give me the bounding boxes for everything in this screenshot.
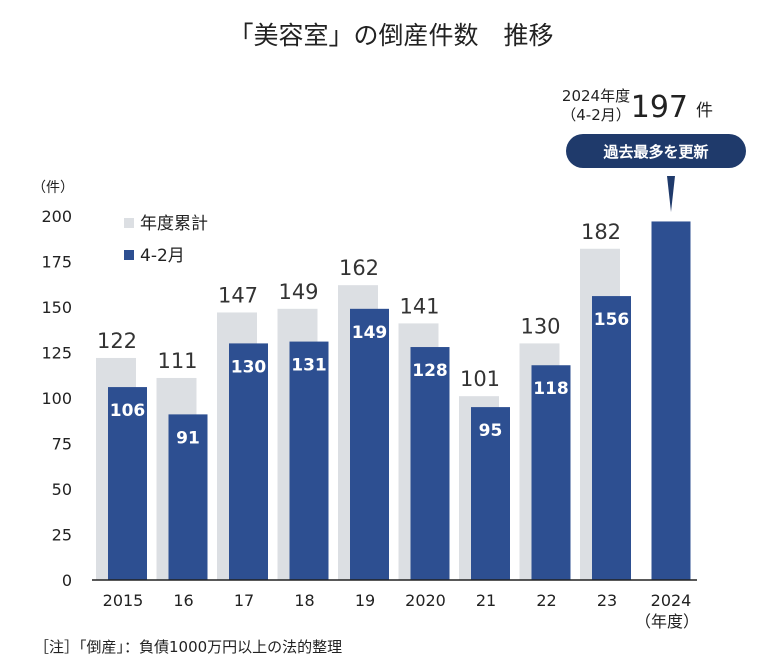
legend-swatch-total	[124, 218, 134, 228]
y-tick-label: 125	[41, 344, 72, 363]
y-tick-label: 100	[41, 389, 72, 408]
legend-swatch-apr-feb	[124, 250, 134, 260]
total-value-label: 122	[97, 329, 137, 353]
apr-feb-value-label: 131	[291, 356, 327, 376]
y-tick-label: 50	[52, 480, 72, 499]
x-tick-label: 19	[355, 591, 375, 610]
x-tick-label: 21	[476, 591, 496, 610]
apr-feb-value-label: 128	[412, 361, 448, 381]
y-tick-label: 75	[52, 435, 72, 454]
x-axis-ticks: 2015 16 17 18 19 2020 21 22 23 2024	[103, 591, 692, 610]
y-tick-label: 0	[62, 571, 72, 590]
y-tick-label: 200	[41, 207, 72, 226]
footnote: ［注］「倒産」：負債1000万円以上の法的整理	[34, 638, 342, 656]
y-tick-label: 175	[41, 253, 72, 272]
callout-badge-text: 過去最多を更新	[602, 143, 708, 161]
x-tick-label: 23	[597, 591, 617, 610]
x-tick-label: 16	[173, 591, 193, 610]
total-value-label: 101	[460, 367, 500, 391]
y-tick-label: 25	[52, 526, 72, 545]
bar-apr-feb	[168, 414, 208, 580]
apr-feb-value-label: 106	[110, 401, 146, 421]
apr-feb-value-label: 156	[594, 310, 630, 330]
x-tick-label: 2024	[651, 591, 692, 610]
bar-apr-feb	[350, 308, 389, 580]
bar-apr-feb	[531, 365, 571, 580]
apr-feb-value-label: 91	[176, 428, 200, 448]
x-tick-label: 2020	[405, 591, 446, 610]
x-tick-label: 17	[234, 591, 254, 610]
bar-apr-feb	[289, 341, 329, 580]
callout-year: 2024年度	[562, 87, 630, 105]
legend-label-apr-feb: 4-2月	[140, 246, 185, 266]
y-tick-label: 150	[41, 298, 72, 317]
apr-feb-value-label: 95	[479, 421, 503, 441]
bar-apr-feb	[651, 221, 691, 580]
callout-value: 197	[631, 90, 688, 125]
y-axis-unit: （件）	[32, 180, 74, 196]
total-value-label: 130	[520, 314, 560, 338]
total-value-label: 162	[339, 256, 379, 280]
bar-apr-feb	[410, 347, 450, 580]
total-value-label: 141	[399, 294, 439, 318]
callout: 2024年度 （4-2月） 197 件 過去最多を更新	[561, 87, 746, 212]
bar-apr-feb	[229, 343, 268, 580]
callout-period: （4-2月）	[561, 106, 631, 124]
legend: 年度累計 4-2月	[124, 214, 208, 266]
total-value-label: 149	[278, 280, 318, 304]
total-value-label: 111	[157, 349, 197, 373]
x-tick-label: 18	[294, 591, 314, 610]
bar-apr-feb	[471, 407, 510, 580]
x-axis-extra-label: （年度）	[635, 612, 699, 631]
callout-unit: 件	[696, 101, 713, 121]
apr-feb-value-label: 149	[352, 323, 388, 343]
bar-apr-feb	[108, 387, 147, 580]
x-tick-label: 2015	[103, 591, 144, 610]
x-tick-label: 22	[536, 591, 556, 610]
apr-feb-value-label: 130	[231, 357, 267, 377]
total-value-label: 182	[581, 220, 621, 244]
bars	[96, 221, 691, 580]
total-value-label: 147	[218, 283, 258, 307]
data-labels: 122 106 111 91 147 130 149 131 162 149 141 128 101 95…	[97, 220, 629, 449]
chart-title: 「美容室」の倒産件数 推移	[228, 21, 553, 50]
callout-pointer	[667, 176, 675, 212]
legend-label-total: 年度累計	[140, 214, 208, 234]
callout-badge	[566, 134, 746, 168]
apr-feb-value-label: 118	[533, 379, 569, 399]
y-axis-ticks: 0 25 50 75 100 125 150 175 200	[41, 207, 72, 590]
bar-apr-feb	[592, 296, 631, 580]
